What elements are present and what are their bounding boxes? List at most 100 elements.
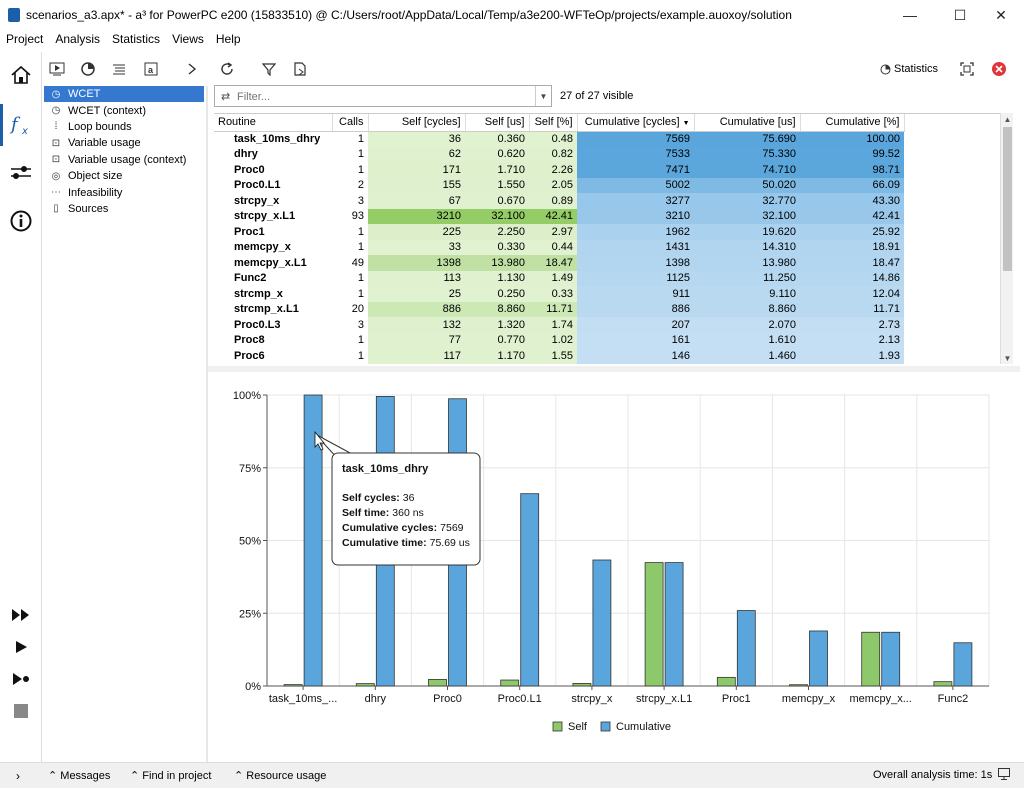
close-panel-icon[interactable] [988, 58, 1010, 80]
menu-views[interactable]: Views [172, 32, 204, 46]
menu-analysis[interactable]: Analysis [55, 32, 101, 46]
table-row[interactable]: Proc0.L1 2 155 1.550 2.05 5002 50.020 66.09 [214, 177, 904, 193]
tree-item-wcet[interactable]: ◷ WCET [44, 86, 204, 103]
table-cell: 1.710 [465, 162, 529, 178]
table-row[interactable]: Proc1 1 225 2.250 2.97 1962 19.620 25.92 [214, 224, 904, 240]
table-row[interactable]: task_10ms_dhry 1 36 0.360 0.48 7569 75.690 100.… [214, 131, 904, 147]
chevron-right-icon[interactable] [181, 58, 203, 80]
table-cell: 1 [357, 349, 364, 362]
stop-icon[interactable] [6, 696, 36, 726]
tree-item-variable-usage-context[interactable]: ⊡ Variable usage (context) [44, 152, 204, 168]
export-icon[interactable] [289, 58, 311, 80]
table-row[interactable]: Proc0 1 171 1.710 2.26 7471 74.710 98.71 [214, 162, 904, 178]
scrollbar-thumb[interactable] [1003, 127, 1012, 271]
info-icon[interactable] [6, 206, 36, 236]
table-cell: 7471 [577, 162, 694, 178]
chevron-down-icon[interactable]: ▼ [535, 86, 551, 106]
table-cell: 171 [368, 162, 465, 178]
table-cell: 2.13 [800, 332, 904, 348]
table-row[interactable]: Func2 1 113 1.130 1.49 1125 11.250 14.86 [214, 270, 904, 286]
table-cell: 207 [577, 317, 694, 333]
menu-help[interactable]: Help [215, 32, 241, 46]
x-tick-label: strcpy_x.L1 [636, 693, 692, 705]
tree-item-infeasibility[interactable]: ⋯ Infeasibility [44, 184, 204, 200]
tooltip-key: Cumulative cycles: [342, 522, 437, 534]
table-row[interactable]: strcmp_x.L1 20 886 8.860 11.71 886 8.860 11.71 [214, 301, 904, 317]
table-row[interactable]: strcpy_x 3 67 0.670 0.89 3277 32.770 43.30 [214, 193, 904, 209]
play-icon[interactable] [6, 632, 36, 662]
column-header[interactable]: Self [%] [529, 114, 578, 132]
column-header[interactable]: Self [cycles] [368, 114, 466, 132]
table-cell: 49 [351, 256, 364, 269]
run-icon[interactable] [46, 58, 68, 80]
find-in-project-toggle[interactable]: ⌃ Find in project [130, 770, 212, 782]
horizontal-splitter[interactable] [208, 366, 1020, 372]
tree-item-sources[interactable]: ▯ Sources [44, 201, 204, 217]
table-cell: 1962 [577, 224, 694, 240]
table-cell: 1125 [577, 270, 694, 286]
play-step-icon[interactable] [6, 664, 36, 694]
column-header[interactable]: Cumulative [cycles] ▼ [577, 114, 695, 132]
tree-item-wcet-context[interactable]: ◷ WCET (context) [44, 102, 204, 118]
filter-icon[interactable] [258, 58, 280, 80]
scroll-down-icon[interactable]: ▼ [1003, 353, 1012, 363]
bar-cumulative [592, 559, 612, 687]
statistics-label: Statistics [894, 63, 939, 75]
table-cell: 42.41 [800, 208, 904, 224]
vertical-splitter[interactable] [206, 86, 208, 762]
tree-item-variable-usage[interactable]: ⊡ Variable usage [44, 135, 204, 151]
pie-chart-icon[interactable] [77, 58, 99, 80]
expand-chevron-icon[interactable]: › [16, 769, 20, 783]
bar-cumulative [736, 610, 756, 687]
statistics-button[interactable]: Statistics [880, 63, 938, 75]
menu-statistics[interactable]: Statistics [112, 32, 161, 46]
table-row[interactable]: Proc8 1 77 0.770 1.02 161 1.610 2.13 [214, 332, 904, 348]
column-header[interactable]: Routine [214, 114, 333, 132]
table-cell: 42.41 [529, 208, 577, 224]
column-header-label: Self [us] [484, 116, 525, 129]
fast-forward-icon[interactable] [6, 600, 36, 630]
y-tick-label: 25% [239, 608, 261, 620]
table-cell: 2.26 [529, 162, 577, 178]
routine-name: Func2 [234, 272, 267, 285]
table-cell: 1 [332, 364, 368, 365]
filter-input[interactable] [237, 89, 527, 104]
menu-project[interactable]: Project [6, 32, 44, 46]
table-row[interactable]: memcpy_x.L1 49 1398 13.980 18.47 1398 13.980 18… [214, 255, 904, 271]
table-row[interactable]: strcpy_x.L1 93 3210 32.100 42.41 3210 32.100 42… [214, 208, 904, 224]
home-icon[interactable] [6, 60, 36, 90]
x-tick-label: dhry [365, 693, 387, 705]
column-header[interactable]: Calls [332, 114, 369, 132]
table-cell: 886 [577, 301, 694, 317]
messages-toggle[interactable]: ⌃ Messages [48, 770, 111, 782]
close-button[interactable]: ✕ [995, 6, 1007, 23]
table-cell: 1.93 [800, 348, 904, 364]
tree-item-loop-bounds[interactable]: ⁞ Loop bounds [44, 119, 204, 135]
table-scrollbar[interactable]: ▲ ▼ [1000, 113, 1013, 364]
slider-settings-icon[interactable] [6, 157, 36, 187]
table-cell: 0.620 [465, 146, 529, 162]
text-file-icon[interactable]: a [140, 58, 162, 80]
resource-usage-toggle[interactable]: ⌃ Resource usage [234, 770, 327, 782]
maximize-button[interactable]: ☐ [953, 6, 967, 23]
table-row[interactable]: memcpy_x 1 33 0.330 0.44 1431 14.310 18.91 [214, 239, 904, 255]
routine-name: strcpy_x.L1 [234, 210, 296, 223]
table-cell: 161 [577, 332, 694, 348]
refresh-icon[interactable] [216, 58, 238, 80]
column-header[interactable]: Self [us] [465, 114, 530, 132]
column-header[interactable]: Cumulative [%] [800, 114, 905, 132]
table-row[interactable]: strcmp_x 1 25 0.250 0.33 911 9.110 12.04 [214, 286, 904, 302]
table-row[interactable]: dhry 1 62 0.620 0.82 7533 75.330 99.52 [214, 146, 904, 162]
chart-pane: 0% 25% 50% 75% 100% task_10ms_... dhry Proc0 Pro… [208, 372, 1020, 758]
monitor-icon[interactable] [998, 768, 1010, 783]
tree-item-object-size[interactable]: ◎ Object size [44, 168, 204, 184]
column-header[interactable]: Cumulative [us] [694, 114, 801, 132]
minimize-button[interactable]: — [903, 7, 917, 23]
list-icon[interactable] [108, 58, 130, 80]
table-row[interactable]: Proc0.L3 3 132 1.320 1.74 207 2.070 2.73 [214, 317, 904, 333]
table-row[interactable]: Proc6 1 117 1.170 1.55 146 1.460 1.93 [214, 348, 904, 364]
fullscreen-icon[interactable] [956, 58, 978, 80]
scroll-up-icon[interactable]: ▲ [1003, 114, 1012, 124]
